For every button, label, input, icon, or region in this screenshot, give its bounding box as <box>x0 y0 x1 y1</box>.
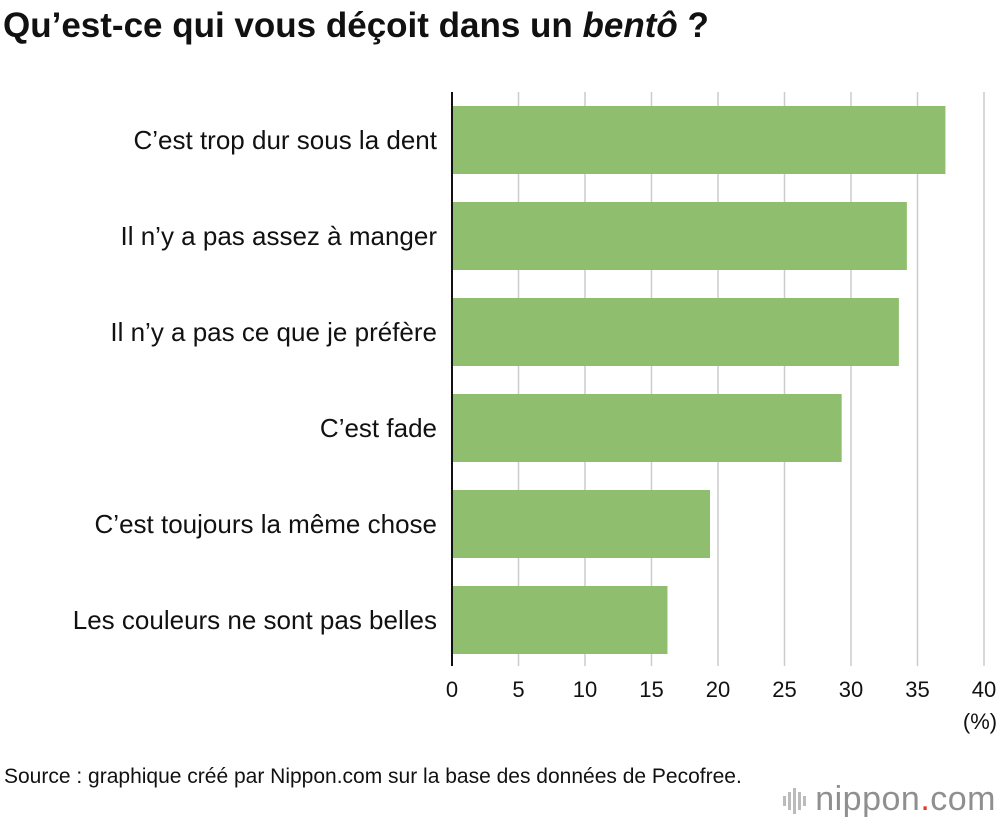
bar <box>452 298 899 366</box>
category-label: Il n’y a pas assez à manger <box>121 221 438 251</box>
category-label: C’est fade <box>320 413 437 443</box>
x-tick-label: 40 <box>972 677 996 702</box>
logo-left: nippon <box>815 780 921 818</box>
x-tick-label: 5 <box>512 677 524 702</box>
brand-logo: nippon.com <box>783 780 996 819</box>
logo-right: com <box>930 780 996 818</box>
bar <box>452 202 907 270</box>
bar <box>452 106 946 174</box>
category-label: Il n’y a pas ce que je préfère <box>110 317 437 347</box>
bar <box>452 394 842 462</box>
x-tick-label: 0 <box>446 677 458 702</box>
bar-chart: 0 5 10 15 20 25 30 35 40 (%) C’est trop dur sous l… <box>73 92 997 734</box>
category-label: C’est trop dur sous la dent <box>134 125 438 155</box>
category-label: C’est toujours la même chose <box>95 509 437 539</box>
chart-title: Qu’est-ce qui vous déçoit dans un bentô … <box>3 6 709 46</box>
title-end: ? <box>677 6 709 45</box>
logo-mark-icon <box>783 788 807 815</box>
x-unit-label: (%) <box>963 709 997 734</box>
bar <box>452 490 711 558</box>
category-label: Les couleurs ne sont pas belles <box>73 605 437 635</box>
bar <box>452 586 668 654</box>
x-tick-label: 35 <box>905 677 929 702</box>
source-note: Source : graphique créé par Nippon.com s… <box>4 765 742 788</box>
x-tick-label: 20 <box>706 677 730 702</box>
x-tick-label: 15 <box>639 677 663 702</box>
x-tick-label: 25 <box>772 677 796 702</box>
logo-dot: . <box>920 780 931 818</box>
title-italic: bentô <box>582 6 678 45</box>
title-main: Qu’est-ce qui vous déçoit dans un <box>3 6 583 45</box>
x-tick-label: 30 <box>839 677 863 702</box>
x-tick-label: 10 <box>573 677 597 702</box>
